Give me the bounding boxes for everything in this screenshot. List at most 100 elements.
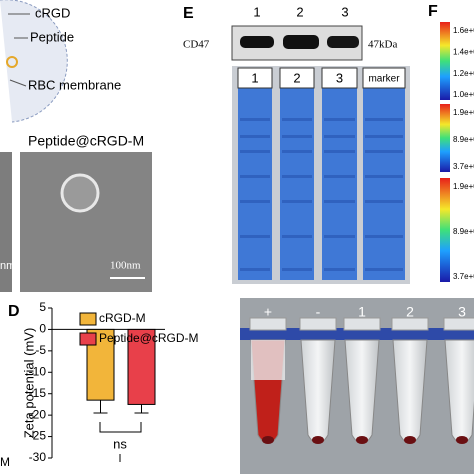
label: RBC membrane — [28, 77, 121, 92]
gel-band — [240, 200, 270, 203]
gel-band — [324, 150, 355, 153]
lane-box — [321, 67, 358, 89]
label: cRGD — [35, 5, 70, 20]
y-tick-label: -15 — [29, 386, 47, 400]
gel-band — [282, 118, 312, 121]
gel-band — [240, 175, 270, 178]
tube-label: 3 — [458, 304, 466, 320]
legend-label: Peptide@cRGD-M — [99, 331, 199, 345]
pellet — [262, 436, 274, 444]
legend-label: cRGD-M — [99, 311, 146, 325]
colorbar-label: 1.0e+0 — [453, 90, 474, 99]
legend-swatch — [79, 332, 97, 346]
colorbars: 1.6e+0 1.4e+0 1.2e+0 1.0e+0 1.9e+0 8.9e+0 3.7e… — [440, 22, 474, 282]
band — [240, 36, 274, 48]
pellet — [356, 436, 368, 444]
gel-band — [365, 118, 403, 121]
cap — [299, 317, 337, 331]
gel-band — [282, 268, 312, 271]
edge-label: M — [0, 455, 10, 469]
zeta-chart: 5 0 -5 -10 -15 -20 -25 -30 Zeta potential (mV) cR… — [21, 300, 198, 464]
y-axis-label: Zeta potential (mV) — [21, 328, 36, 439]
colorbar-label: 3.7e+0 — [453, 272, 474, 281]
colorbar-label: 1.6e+0 — [453, 26, 474, 35]
membrane — [0, 0, 68, 123]
gel-band — [282, 175, 312, 178]
tube-top — [251, 340, 285, 380]
lane-label: 2 — [296, 4, 303, 19]
lane-label: 3 — [341, 4, 348, 19]
colorbar-label: 3.7e+0 — [453, 162, 474, 171]
lane-label: 1 — [251, 70, 258, 85]
colorbar-label: 1.2e+0 — [453, 69, 474, 78]
cap — [443, 317, 474, 331]
lane-label: 3 — [336, 70, 343, 85]
colorbar-label: 1.9e+0 — [453, 108, 474, 117]
scale-label: 100nm — [110, 260, 141, 272]
cap — [343, 317, 381, 331]
particle — [60, 173, 100, 213]
gel-band — [324, 200, 355, 203]
colorbar — [440, 104, 450, 172]
legend-swatch — [79, 312, 97, 326]
gel-band — [282, 235, 312, 238]
gel-band — [365, 175, 403, 178]
tube-label: + — [264, 304, 272, 320]
gel-band — [282, 150, 312, 153]
cap — [249, 317, 287, 331]
y-tick-label: -10 — [29, 364, 47, 378]
gel-band — [282, 200, 312, 203]
colorbar — [440, 178, 450, 282]
gel-band — [240, 135, 270, 138]
gel-band — [324, 235, 355, 238]
gel-band — [324, 268, 355, 271]
protein-label: CD47 — [183, 39, 210, 51]
lane-label: marker — [368, 74, 400, 85]
pellet — [404, 436, 416, 444]
size-label: 47kDa — [368, 39, 397, 51]
gel-band — [365, 150, 403, 153]
y-tick-label: 0 — [39, 322, 46, 336]
y-tick-label: -20 — [29, 407, 47, 421]
gel-band — [365, 268, 403, 271]
label: Peptide — [30, 29, 74, 44]
bar — [127, 328, 156, 405]
colorbar — [440, 22, 450, 100]
tube-label: 1 — [358, 304, 366, 320]
y-tick-label: -5 — [35, 343, 46, 357]
panel-label: D — [8, 303, 20, 320]
pellet — [312, 436, 324, 444]
gel-band — [324, 135, 355, 138]
gel-band — [240, 150, 270, 153]
gel-band — [240, 268, 270, 271]
gel-band — [324, 175, 355, 178]
gel-band — [282, 135, 312, 138]
y-tick-label: -25 — [29, 429, 47, 443]
scale-label: nm — [0, 260, 15, 272]
error-bar — [134, 404, 149, 414]
lane-box — [279, 67, 315, 89]
tube-label: - — [316, 304, 321, 320]
gel-band — [324, 118, 355, 121]
rack — [240, 328, 474, 340]
cap — [391, 317, 429, 331]
gel-band — [240, 118, 270, 121]
gel-lanes: 1 2 3 marker — [237, 67, 406, 280]
annotation: ns — [113, 436, 127, 451]
panel-label: E — [183, 5, 194, 22]
band — [327, 36, 359, 48]
colorbar-label: 8.9e+0 — [453, 135, 474, 144]
colorbar-label: 1.4e+0 — [453, 47, 474, 56]
significance-bracket — [99, 422, 142, 433]
lane-label: 2 — [293, 70, 300, 85]
pointer — [9, 79, 27, 87]
gel-band — [365, 200, 403, 203]
gel-band — [365, 235, 403, 238]
colorbar-label: 1.9e+0 — [453, 182, 474, 191]
band — [283, 35, 319, 49]
gel-band — [365, 135, 403, 138]
lane-label: 1 — [253, 4, 260, 19]
error-bar — [93, 400, 108, 414]
pellet — [456, 436, 468, 444]
